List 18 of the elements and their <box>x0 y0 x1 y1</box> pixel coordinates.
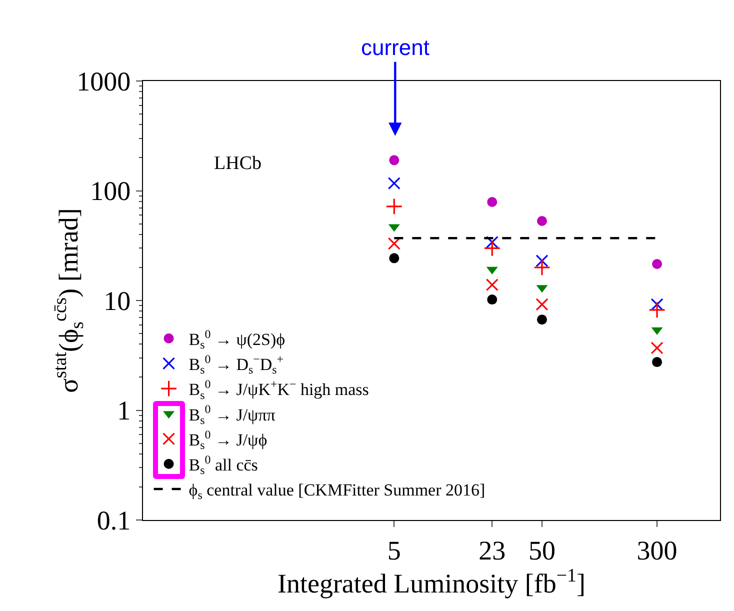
x-tick-label: 300 <box>636 535 678 566</box>
x-tick-label: 23 <box>478 535 506 566</box>
text: current <box>361 35 430 60</box>
y-tick-label: 10 <box>104 286 131 316</box>
y-tick-label: 1000 <box>76 66 131 96</box>
annotation: LHCb <box>214 153 262 174</box>
y-tick-label: 100 <box>90 176 131 206</box>
y-tick-label: 1 <box>117 396 131 426</box>
y-tick-label: 0.1 <box>96 505 131 536</box>
legend-label: ϕ$_{s}$ central value [CKMFitter Summer 2016] <box>188 480 486 502</box>
legend-label: B$_{s}$$^{0}$ all cc̄s <box>188 452 258 478</box>
legend-label: B$_{s}$$^{0}$ → J/ψππ <box>188 402 276 427</box>
legend-label: B$_{s}$$^{0}$ → J/ψϕ <box>188 427 268 452</box>
legend-label: B$_{s}$$^{0}$ → ψ(2S)ϕ <box>188 326 286 352</box>
x-axis-title: Integrated Luminosity [fb$^{−1}$] <box>277 565 586 599</box>
legend-label: B$_{s}$$^{0}$ → J/ψK$^{+}$K$^{−}$ high mass <box>188 377 369 402</box>
x-tick-label: 50 <box>528 535 556 566</box>
x-tick-label: 5 <box>387 535 401 566</box>
